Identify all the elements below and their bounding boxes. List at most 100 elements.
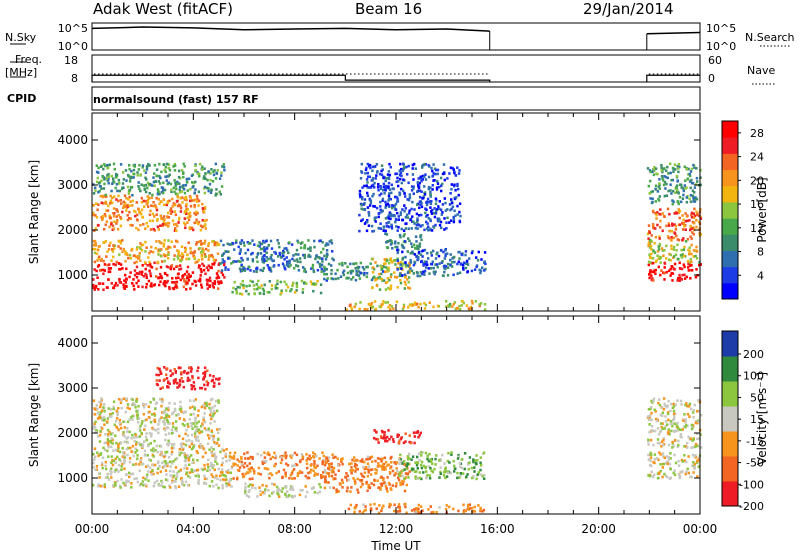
velocity-panel-ylabel: Slant Range [km] [27, 363, 41, 467]
power-panel-cell [140, 208, 144, 212]
velocity-panel-cell [363, 509, 366, 513]
power-panel-cell [466, 270, 470, 273]
velocity-panel-cell [161, 461, 164, 465]
power-panel-cell [106, 209, 110, 212]
power-panel-cell [191, 181, 194, 184]
power-panel-cell [475, 265, 478, 269]
power-panel-cell [176, 180, 179, 184]
power-panel-cell [150, 282, 153, 285]
power-panel-cell [412, 185, 415, 189]
power-panel-cell [344, 262, 347, 265]
power-panel-cell [411, 251, 414, 254]
power-panel-cell [124, 250, 127, 253]
velocity-panel-cell [141, 419, 144, 423]
power-panel-cell [193, 211, 196, 215]
power-panel-cell [422, 262, 425, 265]
power-panel-cell [239, 241, 242, 244]
power-panel-cell [391, 187, 394, 190]
velocity-panel-cell [188, 471, 192, 474]
power-panel-cell [681, 238, 684, 242]
power-panel-cell [262, 266, 265, 270]
velocity-panel-cell [380, 429, 384, 433]
power-panel-cell [96, 259, 99, 262]
power-panel-cell [139, 173, 142, 176]
power-panel-cell [295, 258, 299, 261]
velocity-panel-cell [173, 402, 176, 405]
power-panel-cell [371, 194, 374, 198]
power-panel-cell [338, 262, 341, 266]
velocity-panel-cell [158, 465, 161, 468]
power-panel-cell [195, 218, 198, 222]
velocity-panel-cell [301, 457, 304, 461]
velocity-panel-cell [667, 428, 670, 431]
power-panel-cell [180, 257, 183, 261]
power-panel-cell [402, 189, 405, 193]
power-panel-cell [112, 214, 116, 218]
power-panel-cell [665, 169, 668, 173]
velocity-panel-cell [267, 451, 270, 455]
power-panel-cell [440, 213, 443, 216]
velocity-panel-cell [457, 455, 460, 459]
velocity-panel-cell [416, 477, 419, 480]
velocity-panel-cell [683, 413, 686, 416]
power-panel-cell [378, 288, 382, 291]
power-panel-cell [136, 218, 139, 221]
velocity-panel-cell [362, 465, 365, 469]
power-panel-cell [370, 224, 374, 228]
velocity-panel-cell [180, 372, 183, 376]
velocity-panel-cell [444, 470, 447, 473]
power-panel-cell [359, 177, 363, 180]
power-panel-cell [160, 241, 163, 245]
power-panel-cell [652, 167, 656, 171]
power-panel-cell [394, 220, 397, 224]
power-panel-cell [319, 291, 323, 295]
velocity-panel-cell [306, 457, 309, 460]
power-panel-cell [383, 192, 386, 195]
power-panel-cell [163, 239, 166, 242]
power-panel-cell [356, 273, 360, 277]
velocity-panel-cell [213, 381, 216, 385]
velocity-panel-cell [689, 437, 692, 440]
velocity-panel-cell [135, 399, 138, 403]
power-panel-cell [223, 260, 226, 263]
velocity-panel-cell [190, 433, 194, 437]
power-panel-cell [151, 212, 155, 216]
power-panel-cell [690, 213, 693, 217]
velocity-panel-cell [190, 468, 193, 471]
velocity-panel-cell [182, 442, 185, 446]
power-panel-cell [693, 186, 697, 189]
power-panel-cell [352, 276, 355, 279]
power-panel-cell [413, 162, 416, 166]
power-panel-cell [685, 200, 689, 204]
velocity-panel-cell [398, 458, 401, 461]
velocity-panel-cell [313, 459, 316, 463]
power-panel-cell [650, 244, 653, 248]
noise-left-tick: 10^5 [58, 22, 88, 35]
velocity-panel-cell [390, 435, 393, 439]
power-panel-cell [446, 274, 450, 277]
power-panel-cell [158, 276, 161, 279]
power-panel-cell [671, 224, 674, 227]
power-panel-cell [173, 210, 177, 213]
power-panel-cell [212, 258, 216, 262]
power-panel-cell [694, 254, 697, 258]
power-panel-cell [452, 168, 455, 171]
power-panel-cell [167, 265, 170, 269]
power-panel-cell [691, 189, 695, 193]
power-panel-cell [135, 275, 139, 279]
velocity-panel-cell [152, 398, 156, 401]
power-panel-cell [369, 303, 372, 306]
velocity-panel-cell [346, 486, 349, 490]
power-panel-cell [355, 272, 358, 276]
power-panel-cell [249, 279, 252, 283]
power-panel-cell [677, 208, 680, 211]
power-panel-cell [195, 221, 198, 224]
velocity-panel-cell [386, 490, 389, 493]
power-panel-cell [687, 167, 690, 171]
velocity-panel-cell [657, 401, 660, 405]
power-panel-cell [139, 247, 142, 250]
power-panel-cell [669, 189, 672, 192]
velocity-panel-cell [355, 503, 358, 507]
power-panel-cell [168, 287, 171, 291]
power-panel-cell [661, 212, 665, 215]
